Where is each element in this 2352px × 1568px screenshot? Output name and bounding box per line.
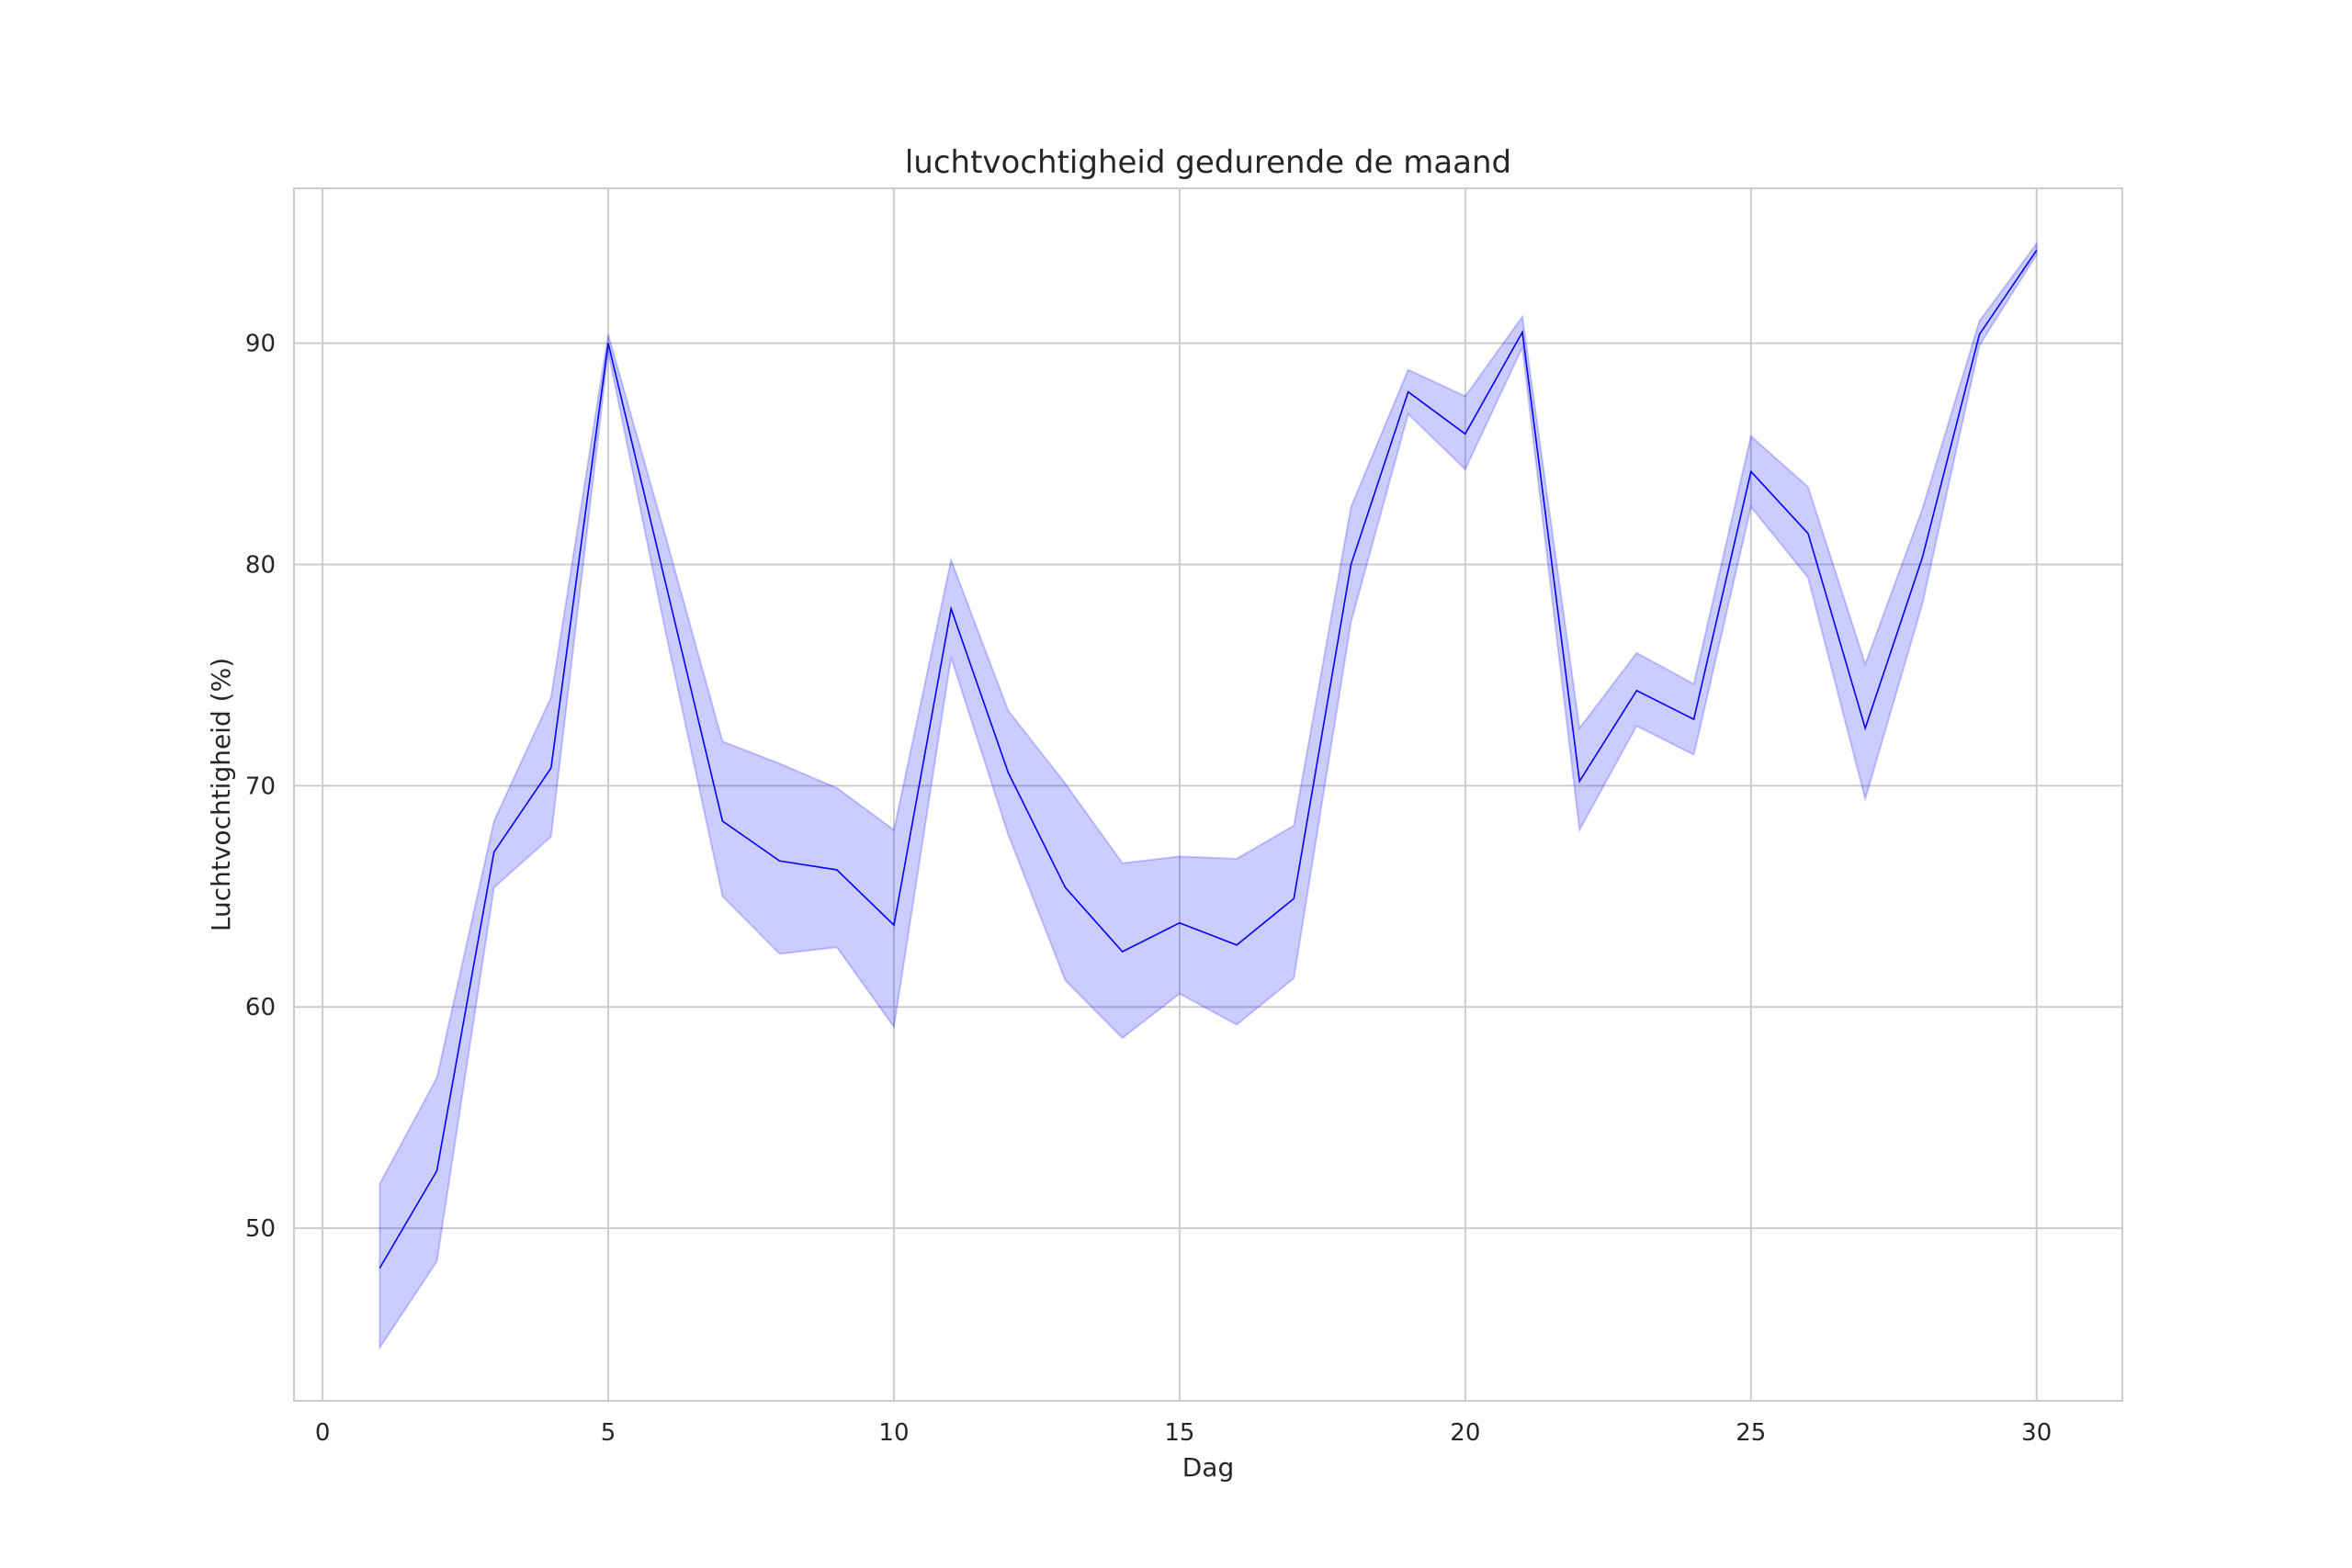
- x-tick-label: 5: [601, 1419, 616, 1447]
- y-tick-label: 70: [245, 773, 276, 800]
- x-tick-label: 0: [315, 1419, 331, 1447]
- y-tick-label: 80: [245, 551, 276, 579]
- x-tick-label: 25: [1736, 1419, 1766, 1447]
- y-tick-label: 60: [245, 994, 276, 1021]
- confidence-band: [379, 241, 2038, 1351]
- x-tick-label: 15: [1164, 1419, 1194, 1447]
- line-layer: [379, 249, 2038, 1269]
- tick-labels: 0 5 10 15 20 25 30 50 60 70 80 90: [245, 331, 2052, 1447]
- y-tick-label: 90: [245, 331, 276, 358]
- humidity-line: [379, 249, 2038, 1269]
- x-tick-label: 20: [1450, 1419, 1480, 1447]
- x-axis-label: Dag: [1182, 1452, 1235, 1483]
- plot-frame: [293, 187, 2123, 1402]
- x-tick-label: 30: [2021, 1419, 2052, 1447]
- grid: [294, 188, 2122, 1401]
- chart-title: luchtvochtigheid gedurende de maand: [905, 144, 1511, 181]
- confidence-band-layer: [379, 241, 2038, 1351]
- x-tick-label: 10: [878, 1419, 909, 1447]
- y-axis-label: Luchtvochtigheid (%): [206, 658, 236, 931]
- y-tick-label: 50: [245, 1215, 276, 1243]
